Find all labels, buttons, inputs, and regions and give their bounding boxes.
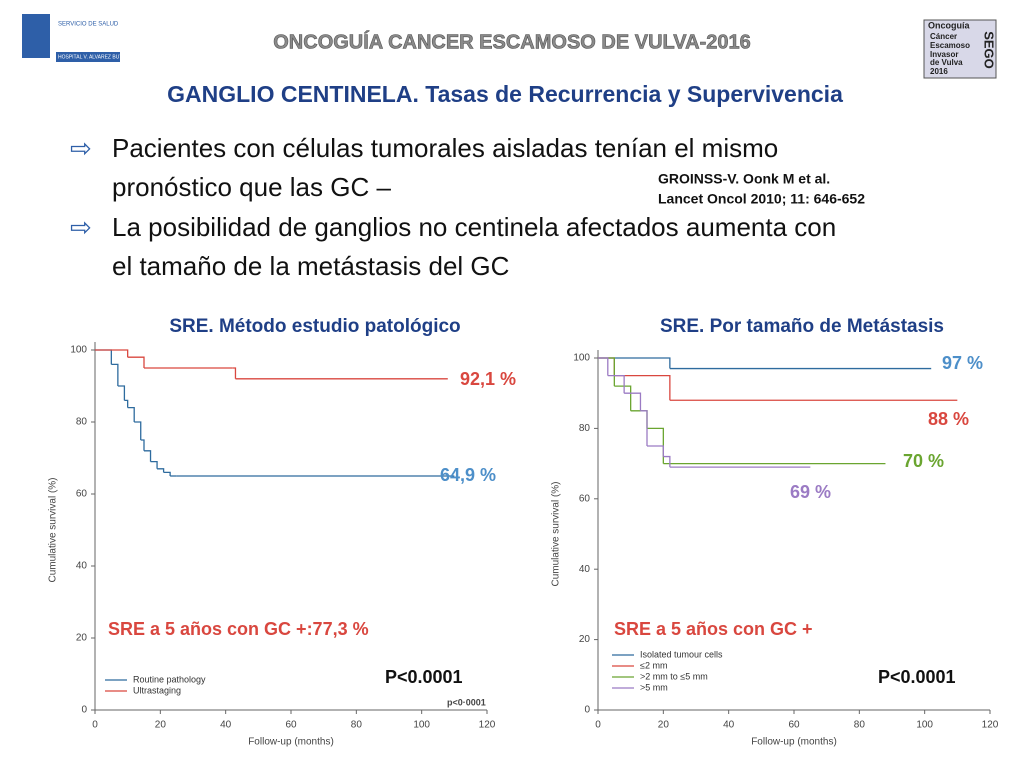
- logo-right-text: Oncoguía: [928, 20, 970, 30]
- survival-step: [140, 439, 145, 451]
- annotation: 97 %: [942, 353, 983, 373]
- annotation: p<0·0001: [447, 697, 486, 707]
- chart-title: SRE. Por tamaño de Metástasis: [660, 316, 944, 337]
- survival-step: [614, 357, 671, 369]
- x-tick-label: 120: [479, 720, 496, 731]
- survival-step: [117, 385, 126, 401]
- legend-label: Isolated tumour cells: [640, 649, 723, 659]
- annotation: 92,1 %: [460, 369, 516, 389]
- logo-right-text: SEGO: [982, 31, 997, 69]
- x-tick-label: 20: [658, 720, 670, 731]
- logo-right-text: Invasor: [930, 50, 958, 59]
- survival-step: [157, 468, 165, 473]
- x-tick-label: 0: [92, 720, 98, 731]
- bullet-text: Pacientes con células tumorales aisladas…: [112, 133, 778, 163]
- x-axis-label: Follow-up (months): [751, 737, 837, 748]
- x-tick-label: 100: [916, 720, 933, 731]
- logo-right-text: Escamoso: [930, 41, 970, 50]
- survival-step: [150, 460, 158, 469]
- logo-right-text: 2016: [930, 67, 948, 76]
- x-tick-label: 0: [595, 720, 601, 731]
- survival-step: [614, 385, 632, 411]
- x-tick-label: 40: [723, 720, 735, 731]
- survival-step: [134, 421, 142, 440]
- survival-step: [124, 399, 129, 408]
- x-tick-label: 20: [155, 720, 167, 731]
- annotation: 64,9 %: [440, 465, 496, 485]
- y-tick-label: 60: [76, 489, 88, 500]
- survival-step: [163, 471, 171, 476]
- chart-title: SRE. Método estudio patológico: [169, 316, 460, 337]
- logo-right: Oncoguía Cáncer Escamoso Invasor de Vulv…: [923, 19, 997, 79]
- x-tick-label: 80: [351, 720, 363, 731]
- y-tick-label: 40: [76, 561, 88, 572]
- annotation: 70 %: [903, 451, 944, 471]
- bullet-text: pronóstico que las GC –: [112, 172, 391, 202]
- bullet-icon: ⇨: [70, 133, 92, 163]
- x-tick-label: 100: [413, 720, 430, 731]
- annotation: P<0.0001: [878, 667, 956, 687]
- x-tick-label: 60: [285, 720, 297, 731]
- x-tick-label: 60: [788, 720, 800, 731]
- logo-right-box: [923, 19, 997, 79]
- x-tick-label: 80: [854, 720, 866, 731]
- y-tick-label: 0: [584, 705, 590, 716]
- x-tick-label: 120: [982, 720, 999, 731]
- survival-step: [630, 410, 648, 429]
- y-tick-label: 100: [70, 345, 87, 356]
- survival-step: [663, 455, 671, 468]
- annotation: 69 %: [790, 482, 831, 502]
- logo-left-bar: [56, 52, 120, 62]
- y-tick-label: 0: [81, 705, 87, 716]
- logo-left-text: HOSPITAL V. ALVAREZ BUYLLA: [58, 54, 132, 60]
- survival-step: [647, 445, 664, 457]
- y-tick-label: 100: [573, 353, 590, 364]
- annotation: SRE a 5 años con GC +:77,3 %: [108, 619, 369, 639]
- x-axis-label: Follow-up (months): [248, 737, 334, 748]
- legend-label: ≤2 mm: [640, 660, 667, 670]
- survival-step: [127, 406, 135, 422]
- logo-right-text: de Vulva: [930, 58, 963, 67]
- bullet-text: el tamaño de la metástasis del GC: [112, 251, 509, 281]
- banner: ONCOGUÍA CANCER ESCAMOSO DE VULVA-2016: [273, 30, 750, 53]
- x-tick-label: 40: [220, 720, 232, 731]
- y-tick-label: 20: [76, 633, 88, 644]
- survival-step: [624, 392, 642, 411]
- survival-step: [111, 363, 119, 386]
- survival-step: [607, 374, 625, 394]
- survival-step: [598, 357, 609, 376]
- y-tick-label: 40: [579, 564, 591, 575]
- annotation: P<0.0001: [385, 667, 463, 687]
- y-tick-label: 80: [579, 423, 591, 434]
- y-axis-label: Cumulative survival (%): [48, 477, 59, 582]
- y-tick-label: 80: [76, 417, 88, 428]
- logo-right-text: Cáncer: [930, 32, 957, 41]
- survival-step: [598, 357, 615, 387]
- annotation: SRE a 5 años con GC +: [614, 619, 813, 639]
- y-tick-label: 20: [579, 634, 591, 645]
- legend-label: Ultrastaging: [133, 685, 181, 695]
- legend-label: >2 mm to ≤5 mm: [640, 671, 708, 681]
- bullet-icon: ⇨: [70, 212, 92, 242]
- survival-step: [127, 356, 145, 368]
- y-tick-label: 60: [579, 493, 591, 504]
- survival-step: [232, 367, 237, 379]
- logo-left-text: SERVICIO DE SALUD: [58, 22, 119, 28]
- survival-step: [95, 349, 129, 358]
- slide-title: GANGLIO CENTINELA. Tasas de Recurrencia …: [167, 81, 843, 107]
- logo-left-icon: [22, 14, 50, 58]
- legend-label: >5 mm: [640, 682, 668, 692]
- annotation: 88 %: [928, 409, 969, 429]
- survival-step: [144, 450, 152, 462]
- y-axis-label: Cumulative survival (%): [551, 481, 562, 586]
- survival-step: [95, 349, 112, 365]
- reference: Lancet Oncol 2010; 11: 646-652: [658, 191, 865, 207]
- survival-step: [640, 410, 648, 446]
- survival-step: [598, 357, 615, 376]
- legend-label: Routine pathology: [133, 674, 206, 684]
- reference: GROINSS-V. Oonk M et al.: [658, 171, 830, 187]
- survival-step: [647, 374, 671, 401]
- bullet-text: La posibilidad de ganglios no centinela …: [112, 212, 836, 242]
